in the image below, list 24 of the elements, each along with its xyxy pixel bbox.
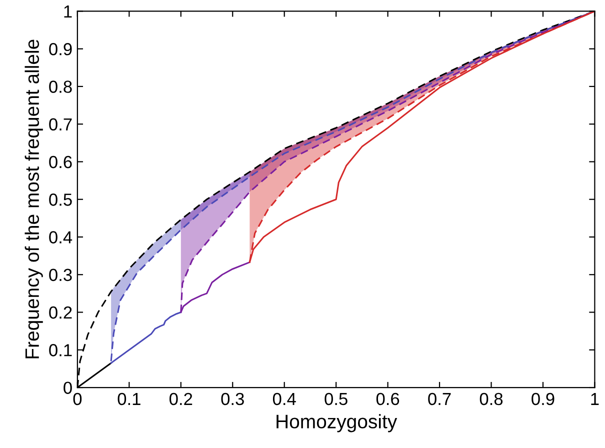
y-tick-label: 0 [64,382,72,394]
x-axis-title: Homozygosity [276,414,398,432]
y-tick-label: 0.7 [49,118,72,131]
y-axis-title: Frequency of the most frequent allele [24,40,43,358]
y-tick-label: 0.4 [49,231,72,244]
x-tick-label: 0.2 [170,392,192,406]
x-tick-label: 1 [591,393,599,405]
y-tick-label: 0.5 [49,194,72,206]
y-tick-label: 0.2 [49,306,72,319]
y-tick-label: 0.1 [49,344,72,356]
x-tick-label: 0.7 [428,392,451,406]
x-tick-label: 0.4 [272,392,296,406]
x-tick-label: 0.5 [324,392,348,406]
y-tick-label: 1 [64,6,72,18]
x-tick-label: 0.9 [532,392,554,406]
y-tick-label: 0.6 [49,156,72,168]
x-tick-label: 0.3 [221,392,244,406]
y-tick-label: 0.9 [49,43,72,56]
x-tick-label: 0.6 [376,392,400,406]
x-tick-label: 0 [73,392,82,406]
y-tick-label: 0.8 [49,80,72,93]
x-tick-label: 0.1 [118,392,140,406]
x-tick-label: 0.8 [480,392,503,406]
y-tick-label: 0.3 [49,268,72,282]
